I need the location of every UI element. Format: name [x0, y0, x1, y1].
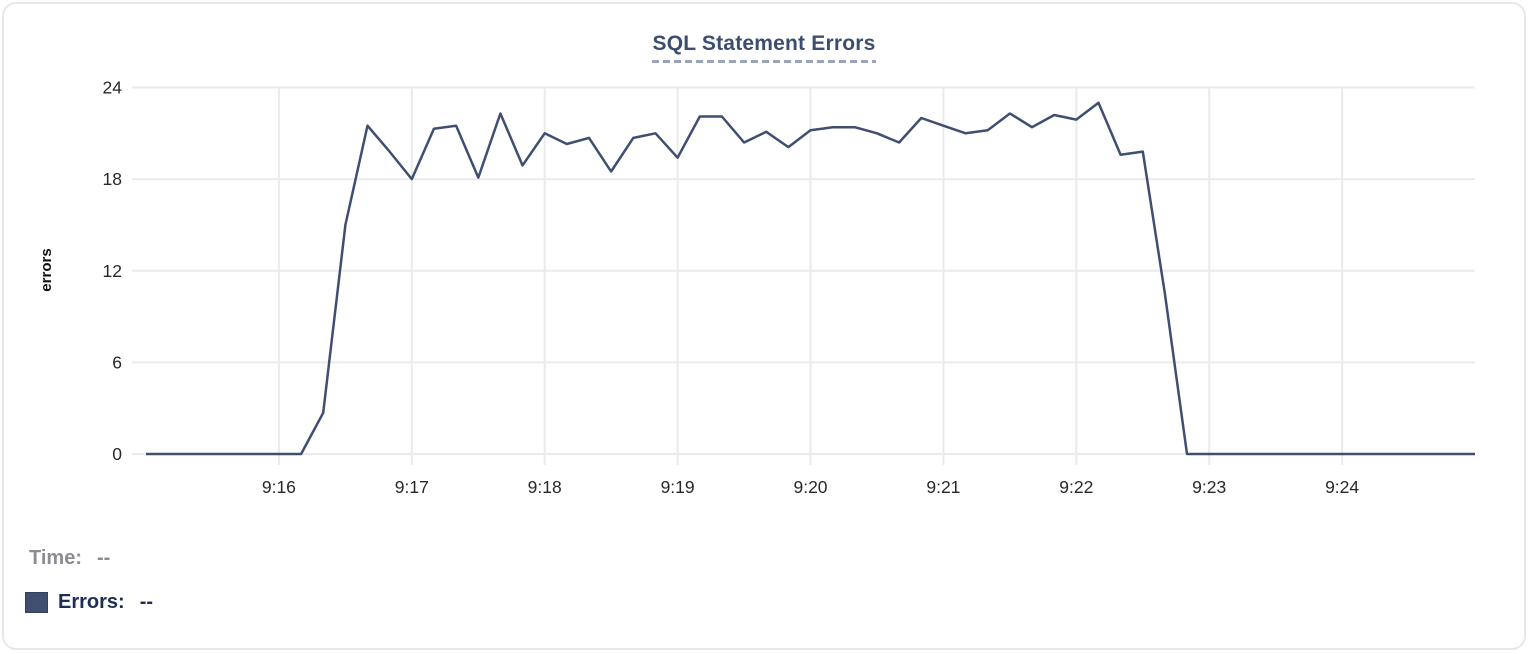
errors-value: --: [139, 591, 154, 613]
x-tick-label: 9:20: [793, 477, 827, 497]
chart-title[interactable]: SQL Statement Errors: [652, 32, 876, 63]
x-tick-label: 9:23: [1192, 477, 1226, 497]
y-tick-label: 24: [103, 78, 123, 98]
x-tick-label: 9:17: [395, 477, 429, 497]
y-tick-label: 6: [112, 352, 122, 372]
chart-header: SQL Statement Errors: [4, 32, 1524, 63]
x-tick-label: 9:19: [661, 477, 695, 497]
hover-readout-time: Time: --: [29, 547, 110, 570]
x-tick-label: 9:16: [262, 477, 296, 497]
errors-label: Errors:: [58, 591, 125, 613]
errors-series-line: [146, 101, 1475, 456]
x-tick-label: 9:18: [528, 477, 562, 497]
time-label: Time:: [29, 547, 82, 569]
x-tick-label: 9:21: [926, 477, 960, 497]
y-axis-label: errors: [38, 248, 55, 291]
y-tick-label: 0: [112, 444, 122, 464]
y-tick-label: 12: [103, 261, 122, 281]
y-tick-label: 18: [103, 169, 122, 189]
errors-series-swatch: [25, 592, 48, 613]
x-tick-label: 9:24: [1325, 477, 1359, 497]
time-value: --: [96, 547, 111, 569]
legend-item-errors[interactable]: Errors: --: [25, 591, 153, 614]
x-tick-label: 9:22: [1059, 477, 1093, 497]
errors-line-chart[interactable]: 0 6 12 18 24 9:16 9:17 9:18 9:19 9:20 9:21 9:22 9:23…: [4, 4, 1526, 514]
